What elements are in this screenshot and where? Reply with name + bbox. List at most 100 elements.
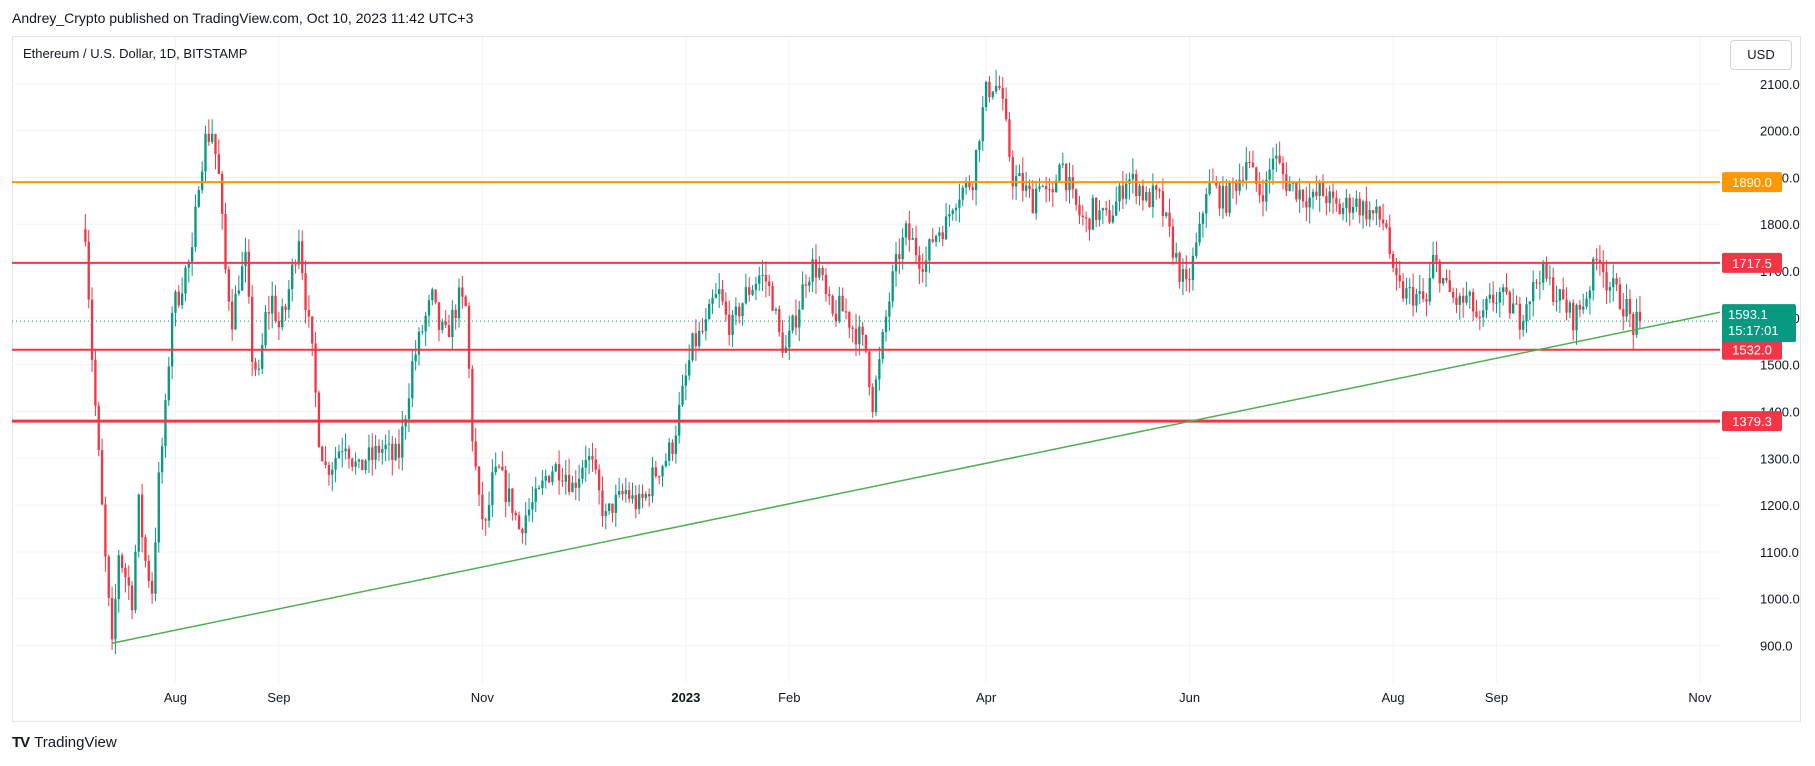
candle-body	[828, 294, 831, 297]
candle-body	[1578, 304, 1582, 310]
candle-body	[551, 471, 554, 483]
candle-body	[801, 284, 804, 310]
candle-body	[1555, 300, 1558, 302]
candle-body	[1291, 182, 1295, 184]
candle-body	[1428, 277, 1431, 302]
candle-body	[644, 493, 647, 498]
currency-button[interactable]: USD	[1730, 40, 1792, 70]
candle-body	[291, 264, 294, 290]
candle-body	[668, 442, 671, 461]
candle-body	[768, 281, 771, 286]
candle-body	[1078, 204, 1081, 216]
candle-body	[237, 290, 241, 294]
candle-body	[1311, 191, 1315, 198]
candle-body	[1612, 278, 1615, 288]
candle-body	[1415, 293, 1418, 306]
candle-body	[1381, 219, 1385, 224]
candle-body	[1161, 191, 1165, 217]
candle-body	[741, 303, 744, 317]
candle-body	[1522, 321, 1525, 330]
candle-body	[1471, 291, 1475, 312]
candle-body	[207, 133, 210, 143]
candle-body	[1538, 282, 1542, 284]
candle-body	[604, 511, 607, 517]
candle-body	[974, 150, 978, 191]
candle-body	[1205, 194, 1208, 214]
candle-body	[921, 269, 924, 272]
candle-body	[1235, 183, 1238, 191]
candlestick-series	[84, 69, 1642, 655]
candle-body	[1188, 279, 1191, 281]
candle-body	[1218, 185, 1221, 209]
candle-body	[261, 345, 264, 369]
candle-body	[544, 475, 547, 481]
candle-body	[1535, 282, 1538, 284]
candle-body	[431, 289, 434, 301]
candle-body	[100, 450, 104, 505]
candle-body	[1038, 186, 1041, 189]
candle-body	[891, 271, 894, 302]
candle-body	[197, 190, 200, 207]
candle-body	[497, 466, 501, 468]
candle-body	[1565, 299, 1568, 313]
candle-body	[584, 459, 587, 468]
candle-body	[908, 223, 911, 240]
y-tick-label: 1200.0	[1760, 498, 1800, 513]
candle-body	[1358, 198, 1361, 216]
candle-body	[317, 392, 321, 447]
candle-body	[681, 385, 684, 405]
candle-body	[567, 474, 571, 492]
candle-body	[517, 515, 521, 530]
candle-body	[264, 312, 267, 346]
candle-body	[1395, 268, 1398, 276]
candle-body	[781, 332, 784, 353]
candle-body	[1425, 299, 1428, 302]
candle-body	[961, 187, 964, 200]
level-price-badge	[1722, 339, 1782, 360]
candle-body	[1181, 269, 1185, 282]
candle-body	[637, 493, 641, 510]
candle-body	[1435, 255, 1438, 262]
candle-body	[481, 494, 484, 520]
candle-body	[507, 488, 511, 502]
candle-body	[647, 493, 651, 497]
candle-body	[1198, 223, 1201, 243]
candle-body	[661, 466, 664, 477]
candle-body	[1325, 196, 1328, 204]
candle-body	[190, 247, 194, 262]
candle-body	[654, 467, 658, 477]
candle-body	[1178, 253, 1181, 282]
x-tick-label: Aug	[1382, 690, 1405, 705]
candle-body	[491, 472, 494, 506]
candle-body	[861, 326, 864, 335]
candle-body	[1238, 179, 1241, 191]
candle-body	[1074, 189, 1078, 205]
candle-body	[1605, 272, 1608, 291]
candle-body	[331, 469, 334, 475]
candle-body	[547, 475, 551, 483]
candle-body	[1582, 306, 1585, 310]
candle-body	[1318, 182, 1321, 196]
candle-body	[1345, 197, 1348, 209]
candle-body	[721, 289, 724, 302]
candle-body	[1271, 158, 1275, 170]
candle-body	[344, 448, 347, 452]
candle-body	[798, 309, 801, 328]
candle-body	[1141, 185, 1145, 201]
candle-body	[587, 456, 591, 460]
candle-body	[714, 294, 718, 298]
candle-body	[554, 464, 557, 472]
candle-body	[804, 284, 808, 286]
candle-body	[698, 330, 701, 347]
candle-body	[504, 470, 507, 502]
candle-body	[708, 303, 711, 320]
candle-body	[851, 327, 854, 329]
candle-body	[97, 405, 100, 451]
candle-body	[1101, 208, 1105, 211]
candle-body	[1131, 173, 1135, 180]
candle-body	[1201, 213, 1205, 224]
candle-body	[1095, 197, 1098, 220]
candle-body	[1455, 297, 1458, 305]
brand-name[interactable]: TradingView	[34, 734, 117, 751]
